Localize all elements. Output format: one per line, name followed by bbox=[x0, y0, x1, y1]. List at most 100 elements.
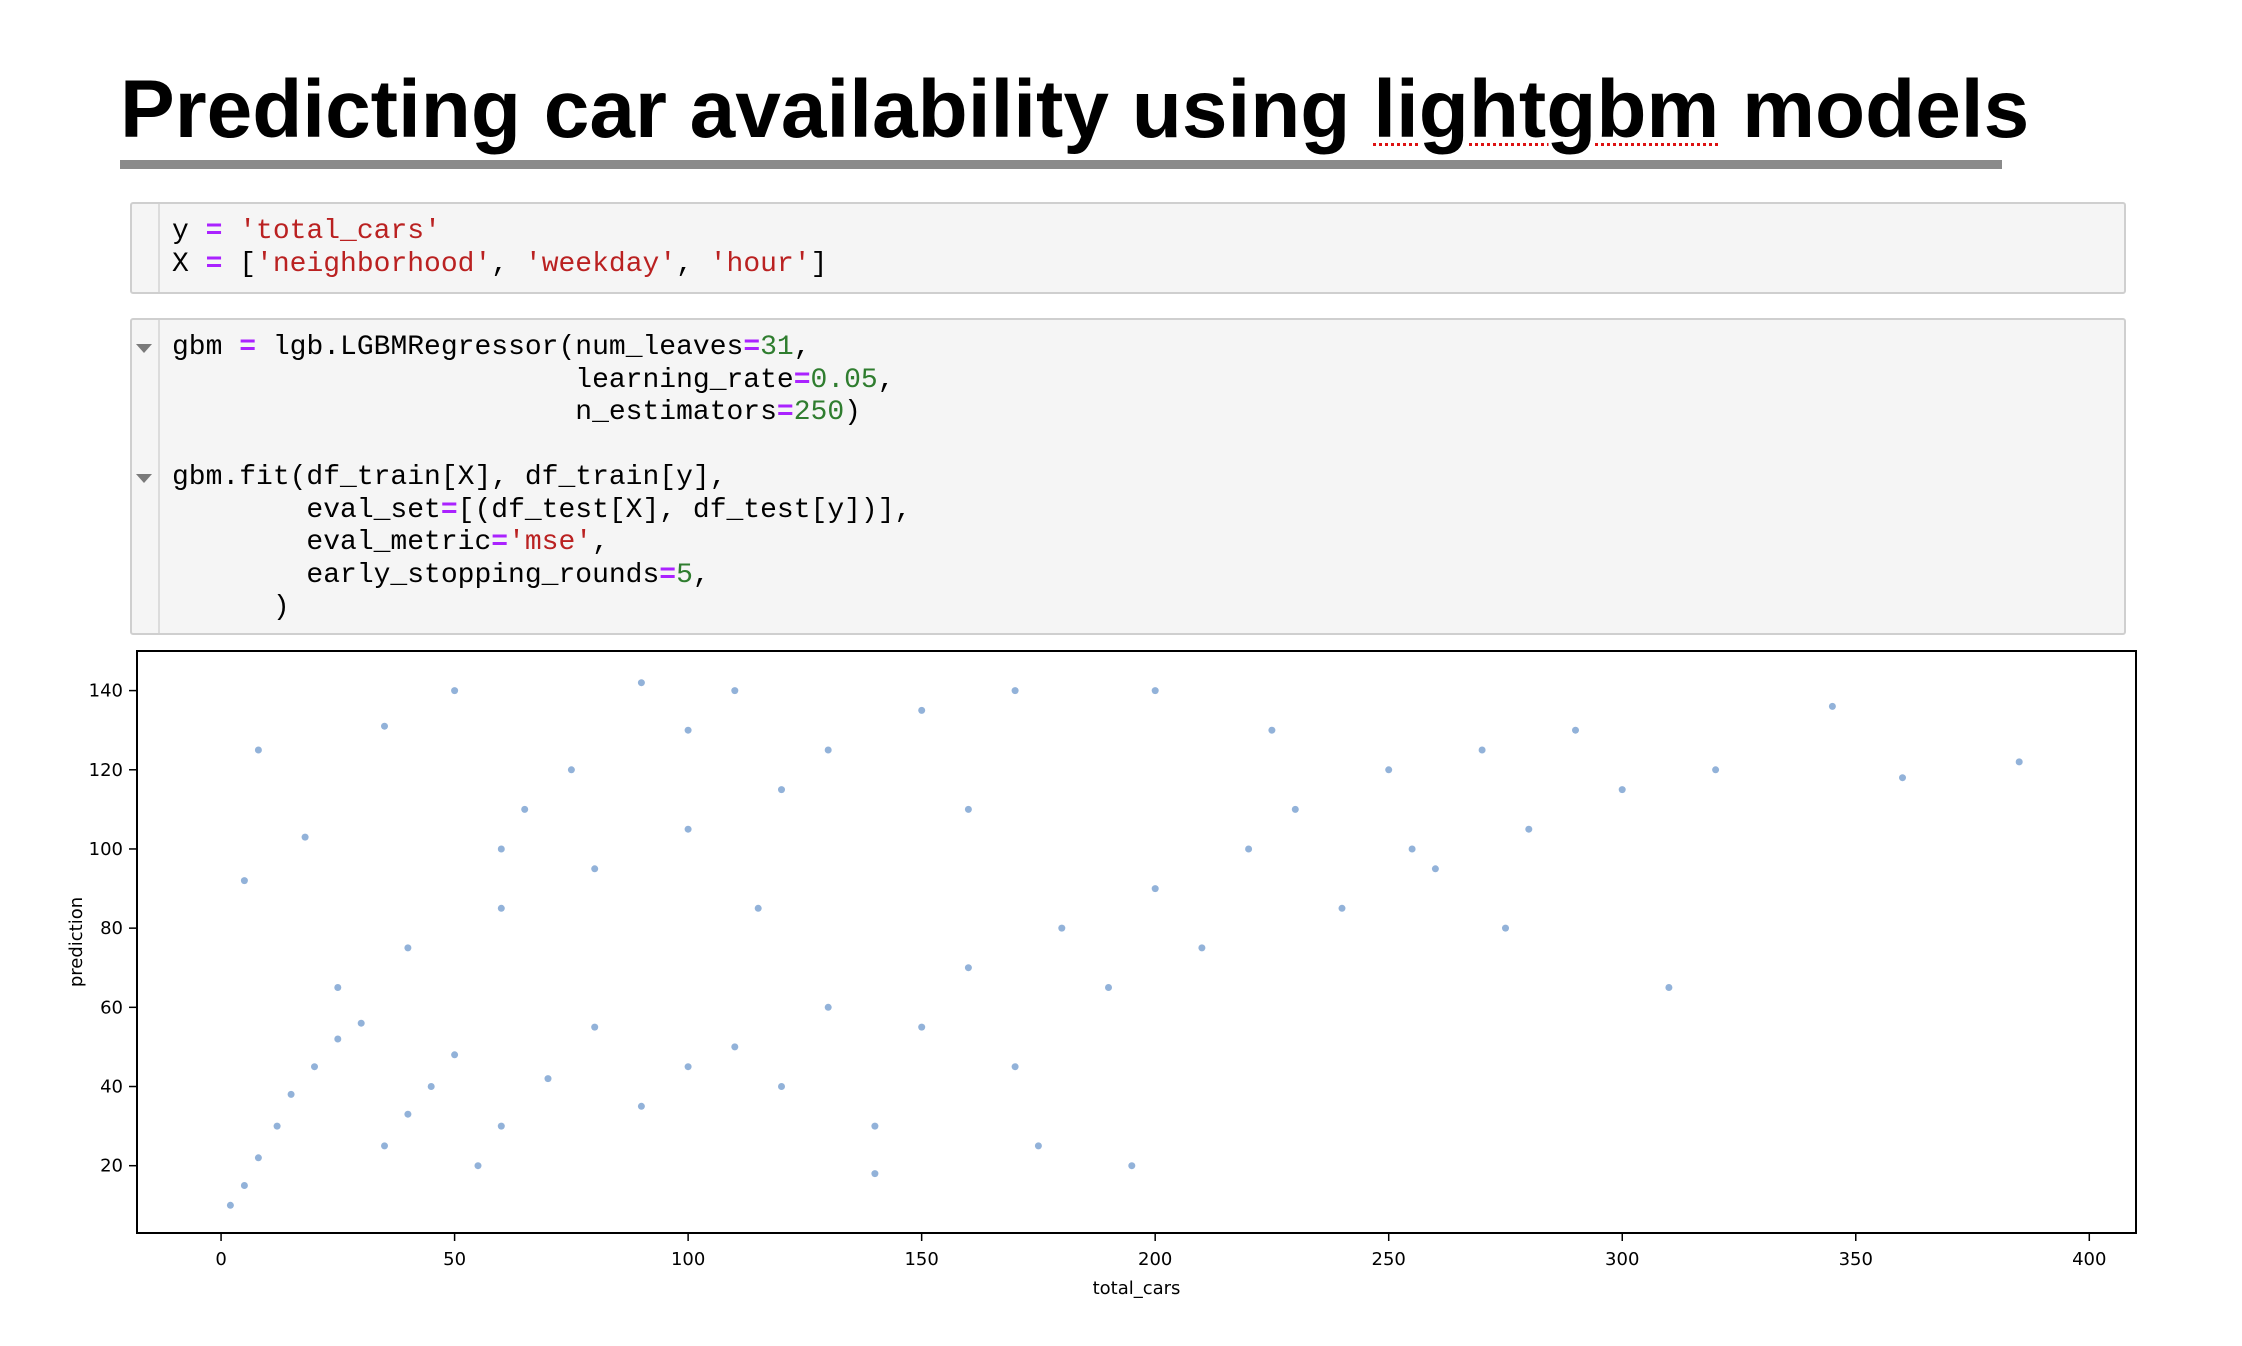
code-token: 'mse' bbox=[508, 527, 593, 558]
scatter-point bbox=[1502, 924, 1509, 932]
scatter-point bbox=[381, 1142, 388, 1150]
scatter-point bbox=[1478, 746, 1486, 754]
code-token: = bbox=[793, 364, 811, 396]
scatter-point bbox=[871, 1170, 879, 1178]
scatter-point bbox=[240, 1182, 248, 1189]
scatter-point bbox=[381, 722, 388, 730]
code-token: gbm.fit(df_train[X], df_train[y], bbox=[172, 462, 727, 493]
scatter-point bbox=[1828, 702, 1836, 710]
code-token: eval_set bbox=[172, 494, 441, 526]
y-tick-label: 100 bbox=[89, 839, 123, 860]
scatter-point bbox=[1408, 845, 1416, 853]
scatter-chart: 0 50 100 150 200 250 300 350 400 20 40 60 80 100 120 14… bbox=[66, 650, 2137, 1299]
code-token: , bbox=[692, 559, 710, 591]
code-token: n_estimators bbox=[172, 397, 777, 428]
code-token: = bbox=[239, 332, 257, 363]
code-token: , bbox=[877, 364, 895, 396]
x-tick-label: 0 bbox=[215, 1249, 226, 1270]
code-token bbox=[222, 216, 239, 247]
cell-gutter bbox=[132, 204, 160, 292]
code-token: [(df_test[X], df_test[y])], bbox=[457, 494, 912, 526]
code-line: X = ['neighborhood', 'weekday', 'hour'] bbox=[172, 249, 827, 280]
scatter-point bbox=[918, 1023, 926, 1031]
scatter-point bbox=[544, 1075, 552, 1083]
scatter-point bbox=[1712, 766, 1720, 774]
scatter-point bbox=[497, 904, 505, 912]
y-tick-label: 60 bbox=[100, 997, 123, 1018]
scatter-point bbox=[1338, 904, 1346, 912]
scatter-point bbox=[684, 825, 692, 833]
code-token: = bbox=[776, 397, 794, 428]
code-token: , bbox=[592, 527, 609, 558]
scatter-point bbox=[1618, 786, 1626, 794]
scatter-point bbox=[254, 746, 262, 754]
code-token: 'hour' bbox=[709, 248, 811, 280]
code-token: y bbox=[172, 216, 206, 247]
scatter-point bbox=[731, 1043, 739, 1051]
fold-arrow-icon[interactable] bbox=[136, 474, 152, 483]
scatter-point bbox=[637, 679, 645, 687]
code-cell-model[interactable]: gbm = lgb.LGBMRegressor(num_leaves=31, l… bbox=[130, 318, 2126, 635]
scatter-point bbox=[404, 944, 412, 952]
scatter-point bbox=[273, 1122, 281, 1130]
slide-title: Predicting car availability using lightg… bbox=[120, 64, 2030, 155]
code-token: = bbox=[659, 559, 677, 591]
scatter-point bbox=[754, 904, 762, 912]
code-token: = bbox=[440, 494, 458, 526]
y-axis-label: prediction bbox=[66, 897, 87, 987]
code-token: 0.05 bbox=[810, 364, 878, 396]
scatter-point bbox=[497, 845, 505, 853]
y-tick-label: 20 bbox=[100, 1156, 123, 1177]
scatter-point bbox=[964, 964, 972, 972]
plot-frame bbox=[136, 650, 2137, 1234]
fold-arrow-icon[interactable] bbox=[136, 344, 152, 353]
x-tick-label: 400 bbox=[2072, 1249, 2106, 1270]
scatter-point bbox=[1058, 924, 1066, 932]
scatter-point bbox=[637, 1102, 645, 1110]
scatter-point bbox=[1105, 984, 1112, 991]
code-token: 31 bbox=[760, 332, 794, 363]
x-axis-label: total_cars bbox=[1093, 1278, 1181, 1299]
scatter-point bbox=[521, 805, 529, 813]
x-tick-label: 150 bbox=[904, 1249, 938, 1270]
x-tick-label: 300 bbox=[1605, 1249, 1639, 1270]
code-token: 250 bbox=[793, 397, 845, 428]
scatter-point bbox=[824, 1003, 832, 1011]
code-token: = bbox=[205, 216, 223, 247]
scatter-point bbox=[731, 687, 739, 695]
scatter-point bbox=[226, 1201, 234, 1209]
code-token: = bbox=[743, 332, 761, 363]
y-tick-label: 80 bbox=[100, 918, 123, 939]
code-cell-variables[interactable]: y = 'total_cars' X = ['neighborhood', 'w… bbox=[130, 202, 2126, 294]
scatter-point bbox=[1245, 845, 1253, 853]
scatter-point bbox=[964, 805, 972, 813]
code-line: learning_rate=0.05, bbox=[172, 364, 895, 396]
scatter-point bbox=[591, 1023, 599, 1031]
code-token: eval_metric bbox=[172, 527, 492, 558]
x-tick-label: 350 bbox=[1839, 1249, 1873, 1270]
scatter-point bbox=[301, 833, 309, 841]
code-line: early_stopping_rounds=5, bbox=[172, 559, 710, 591]
scatter-point bbox=[1198, 944, 1206, 952]
scatter-point bbox=[1011, 687, 1019, 695]
code-token: ) bbox=[844, 397, 861, 428]
scatter-point bbox=[824, 746, 832, 754]
code-token: ) bbox=[172, 592, 290, 623]
code-token: ] bbox=[810, 248, 828, 280]
scatter-point bbox=[334, 984, 342, 991]
x-tick-label: 100 bbox=[671, 1249, 705, 1270]
scatter-point bbox=[684, 726, 692, 734]
code-token: gbm bbox=[172, 332, 240, 363]
scatter-point bbox=[778, 1083, 785, 1090]
scatter-point bbox=[474, 1162, 482, 1170]
y-tick-label: 120 bbox=[89, 760, 123, 781]
code-token: 'neighborhood' bbox=[256, 248, 492, 280]
code-block[interactable]: gbm = lgb.LGBMRegressor(num_leaves=31, l… bbox=[172, 332, 911, 625]
x-tick-label: 50 bbox=[443, 1249, 466, 1270]
scatter-point bbox=[334, 1035, 342, 1043]
scatter-point bbox=[591, 865, 599, 873]
code-token: X bbox=[172, 248, 206, 280]
code-block[interactable]: y = 'total_cars' X = ['neighborhood', 'w… bbox=[172, 216, 827, 281]
scatter-point bbox=[1525, 825, 1533, 833]
scatter-point bbox=[254, 1154, 262, 1162]
